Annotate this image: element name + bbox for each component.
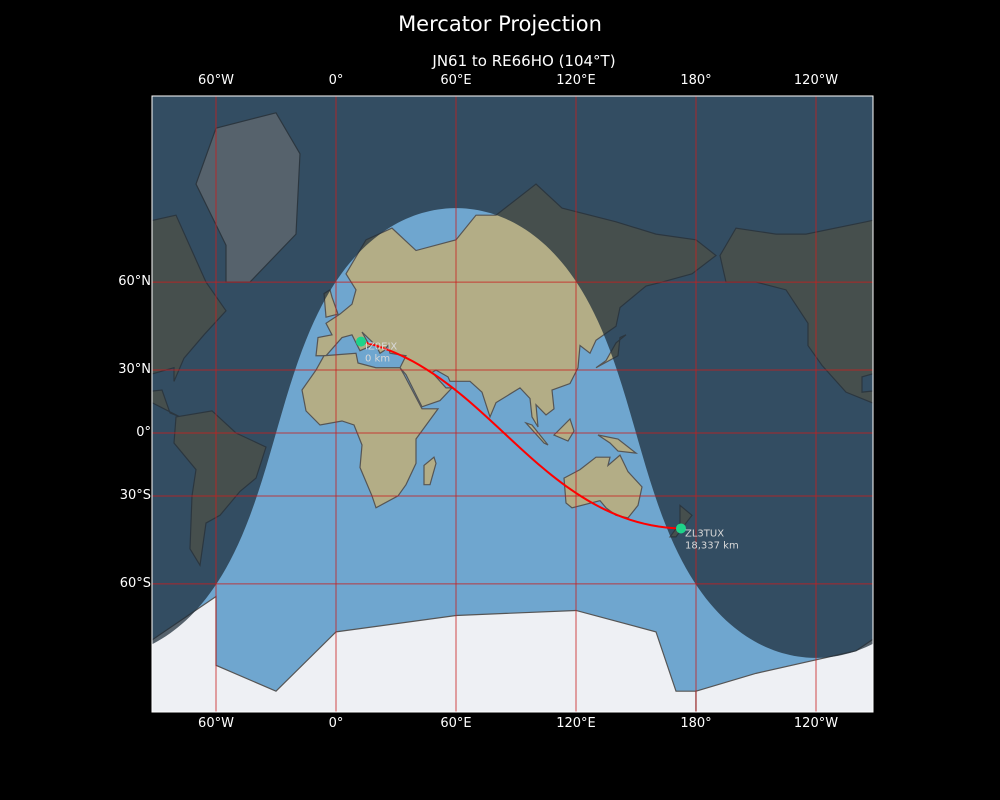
station-distance: 18,337 km: [685, 540, 739, 551]
land-south-america: [894, 411, 986, 565]
land-greenland: [916, 113, 1000, 282]
lon-tick-label-top: 60°W: [198, 73, 234, 88]
station-marker[interactable]: [356, 336, 366, 347]
lat-tick-label: 30°N: [118, 362, 151, 378]
station-call: ZL3TUX: [685, 528, 724, 539]
lon-tick-label-bottom: 60°W: [198, 716, 234, 731]
lon-tick-label-top: 120°W: [793, 73, 839, 88]
lon-tick-label-bottom: 120°E: [556, 716, 596, 731]
lon-tick-label-top: 0°: [328, 73, 344, 88]
lat-tick-label: 60°N: [118, 274, 151, 290]
lon-tick-label-bottom: 0°: [328, 716, 344, 731]
station-distance: 0 km: [365, 354, 390, 365]
night-shading: [152, 96, 873, 658]
station-marker[interactable]: [676, 523, 686, 534]
figure-title: Mercator Projection: [398, 12, 602, 36]
lon-tick-label-bottom: 60°E: [440, 716, 472, 731]
lon-tick-label-top: 60°E: [440, 73, 472, 88]
map-subtitle: JN61 to RE66HO (104°T): [432, 52, 616, 70]
land-new-guinea: [597, 434, 639, 454]
great-circle-path: [360, 340, 682, 530]
land-madagascar: [423, 456, 437, 486]
lon-tick-label-bottom: 180°: [680, 716, 712, 731]
land-antarctica: [695, 638, 873, 712]
lat-tick-label: 0°: [136, 425, 151, 440]
lon-tick-label-top: 120°E: [556, 73, 596, 88]
land-borneo: [552, 417, 575, 442]
station-call: IZ0EIX: [365, 342, 397, 353]
lon-tick-label-bottom: 120°W: [793, 716, 839, 731]
lon-tick-label-top: 180°: [680, 73, 712, 88]
land-sumatra: [524, 421, 549, 446]
lat-tick-label: 30°S: [119, 487, 151, 503]
lat-tick-label: 60°S: [119, 575, 151, 591]
map-frame: [151, 95, 874, 713]
